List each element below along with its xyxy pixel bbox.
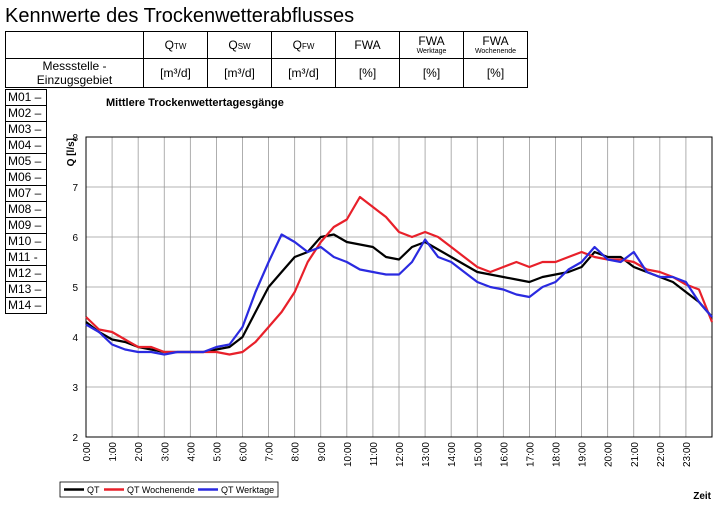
x-tick-label: 7:00	[265, 442, 276, 462]
station-label: M06 –	[5, 170, 47, 186]
table-corner-cell	[5, 31, 144, 59]
unit-cell: [m³/d]	[207, 58, 272, 88]
station-label: M08 –	[5, 202, 47, 218]
station-label: M04 –	[5, 138, 47, 154]
station-label: M07 –	[5, 186, 47, 202]
y-tick-label: 7	[72, 183, 78, 194]
unit-cell: [%]	[335, 58, 400, 88]
header-q-tw: QTW	[143, 31, 208, 59]
x-tick-label: 1:00	[108, 442, 119, 462]
chart-title: Mittlere Trockenwettertagesgänge	[106, 97, 284, 109]
unit-cell: [%]	[463, 58, 528, 88]
x-tick-label: 0:00	[82, 442, 93, 462]
x-tick-label: 11:00	[369, 442, 380, 467]
x-tick-label: 17:00	[525, 442, 536, 467]
y-tick-label: 4	[72, 333, 78, 344]
table-header-row: QTW QSW QFW FWA FWA Werktage FWA Wochenend…	[5, 31, 528, 59]
x-tick-label: 14:00	[447, 442, 458, 467]
header-fwa-werktage: FWA Werktage	[399, 31, 464, 59]
x-tick-label: 23:00	[682, 442, 693, 467]
header-fwa-wochenende: FWA Wochenende	[463, 31, 528, 59]
unit-cell: [%]	[399, 58, 464, 88]
station-label: M02 –	[5, 106, 47, 122]
x-tick-label: 22:00	[656, 442, 667, 467]
station-label: M01 –	[5, 89, 47, 106]
legend-label: QT Werktage	[221, 485, 274, 495]
y-tick-label: 8	[72, 133, 78, 144]
x-tick-label: 19:00	[578, 442, 589, 467]
station-list: M01 – M02 – M03 – M04 – M05 – M06 – M07 …	[5, 89, 47, 314]
y-axis-label: Q [l/s]	[66, 138, 77, 166]
page-title: Kennwerte des Trockenwetterabflusses	[5, 5, 355, 27]
x-axis-label: Zeit	[693, 491, 711, 502]
x-tick-label: 20:00	[604, 442, 615, 467]
x-tick-label: 16:00	[499, 442, 510, 467]
chart-legend: QT QT Wochenende QT Werktage	[59, 481, 279, 498]
y-tick-label: 6	[72, 233, 78, 244]
row-label-messstelle: Messstelle - Einzugsgebiet	[5, 58, 144, 88]
y-tick-label: 5	[72, 283, 78, 294]
legend-label: QT Wochenende	[127, 485, 195, 495]
station-label: M05 –	[5, 154, 47, 170]
table-units-row: Messstelle - Einzugsgebiet [m³/d] [m³/d] …	[5, 58, 528, 88]
x-tick-label: 4:00	[186, 442, 197, 462]
station-label: M10 –	[5, 234, 47, 250]
legend-frame	[59, 481, 279, 498]
x-tick-label: 6:00	[239, 442, 250, 462]
x-tick-label: 2:00	[134, 442, 145, 462]
station-label: M03 –	[5, 122, 47, 138]
unit-cell: [m³/d]	[271, 58, 336, 88]
x-tick-label: 15:00	[473, 442, 484, 467]
y-tick-label: 3	[72, 383, 78, 394]
kennwerte-table: QTW QSW QFW FWA FWA Werktage FWA Wochenend…	[5, 31, 528, 88]
y-tick-label: 2	[72, 433, 78, 444]
header-q-sw: QSW	[207, 31, 272, 59]
x-tick-label: 5:00	[212, 442, 223, 462]
station-label: M12 –	[5, 266, 47, 282]
x-tick-label: 21:00	[630, 442, 641, 467]
x-tick-label: 3:00	[160, 442, 171, 462]
unit-cell: [m³/d]	[143, 58, 208, 88]
station-label: M13 –	[5, 282, 47, 298]
station-label: M09 –	[5, 218, 47, 234]
x-tick-label: 12:00	[395, 442, 406, 467]
x-tick-label: 13:00	[421, 442, 432, 467]
x-tick-label: 18:00	[552, 442, 563, 467]
x-tick-label: 10:00	[343, 442, 354, 467]
legend-label: QT	[87, 485, 100, 495]
station-label: M14 –	[5, 298, 47, 314]
x-tick-label: 8:00	[291, 442, 302, 462]
station-label: M11 -	[5, 250, 47, 266]
series-line	[85, 233, 713, 356]
plot-area-frame	[85, 136, 713, 438]
x-tick-label: 9:00	[317, 442, 328, 462]
